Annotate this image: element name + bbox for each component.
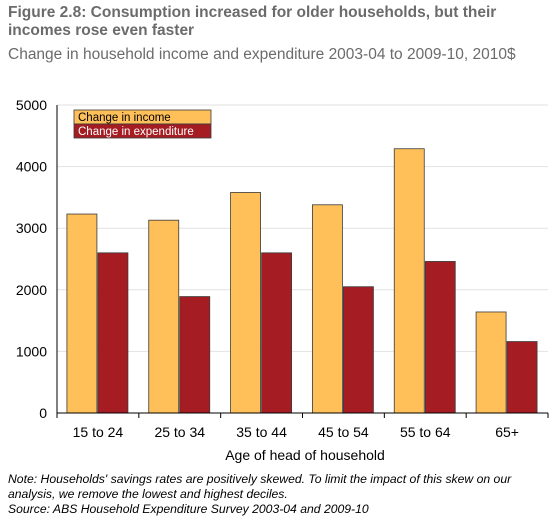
bar-expenditure	[179, 296, 211, 414]
bar-income	[148, 219, 180, 414]
x-tick-label: 15 to 24	[73, 424, 124, 440]
bar-income	[475, 311, 507, 414]
y-tick-label: 3000	[16, 220, 47, 236]
bar-income	[230, 192, 261, 414]
bar-expenditure	[261, 252, 292, 414]
y-tick-label: 4000	[16, 159, 47, 175]
bar-income	[66, 213, 98, 414]
y-tick-label: 0	[39, 405, 47, 421]
legend-label: Change in income	[78, 112, 171, 124]
axes: 0 1000 2000 3000 4000 5000 15 to 24 25 to 34 35 …	[16, 97, 549, 440]
bar-expenditure	[97, 252, 129, 414]
notes-block: Note: Households' savings rates are posi…	[8, 472, 553, 517]
x-axis-title: Age of head of household	[225, 447, 385, 463]
x-tick-label: 25 to 34	[154, 424, 205, 440]
x-tick-label: 65+	[495, 424, 519, 440]
source-text: Source: ABS Household Expenditure Survey…	[8, 502, 369, 516]
gridlines	[57, 104, 548, 352]
legend-label: Change in expenditure	[78, 126, 194, 138]
x-tick-label: 55 to 64	[400, 424, 451, 440]
legend: Change in income Change in expenditure	[73, 109, 212, 139]
y-tick-label: 2000	[16, 282, 47, 298]
bars	[66, 148, 538, 414]
note-text: Note: Households' savings rates are posi…	[8, 472, 512, 501]
y-tick-label: 1000	[16, 343, 47, 359]
bar-expenditure	[424, 261, 456, 414]
bar-expenditure	[343, 286, 374, 414]
bar-income	[312, 204, 343, 414]
x-tick-label: 35 to 44	[236, 424, 287, 440]
legend-swatch	[73, 123, 212, 139]
bar-income	[393, 148, 425, 414]
figure-subtitle: Change in household income and expenditu…	[8, 46, 516, 63]
x-tick-label: 45 to 54	[318, 424, 369, 440]
figure-title: Figure 2.8: Consumption increased for ol…	[8, 4, 497, 39]
bar-expenditure	[506, 341, 538, 414]
y-tick-label: 5000	[16, 97, 47, 113]
